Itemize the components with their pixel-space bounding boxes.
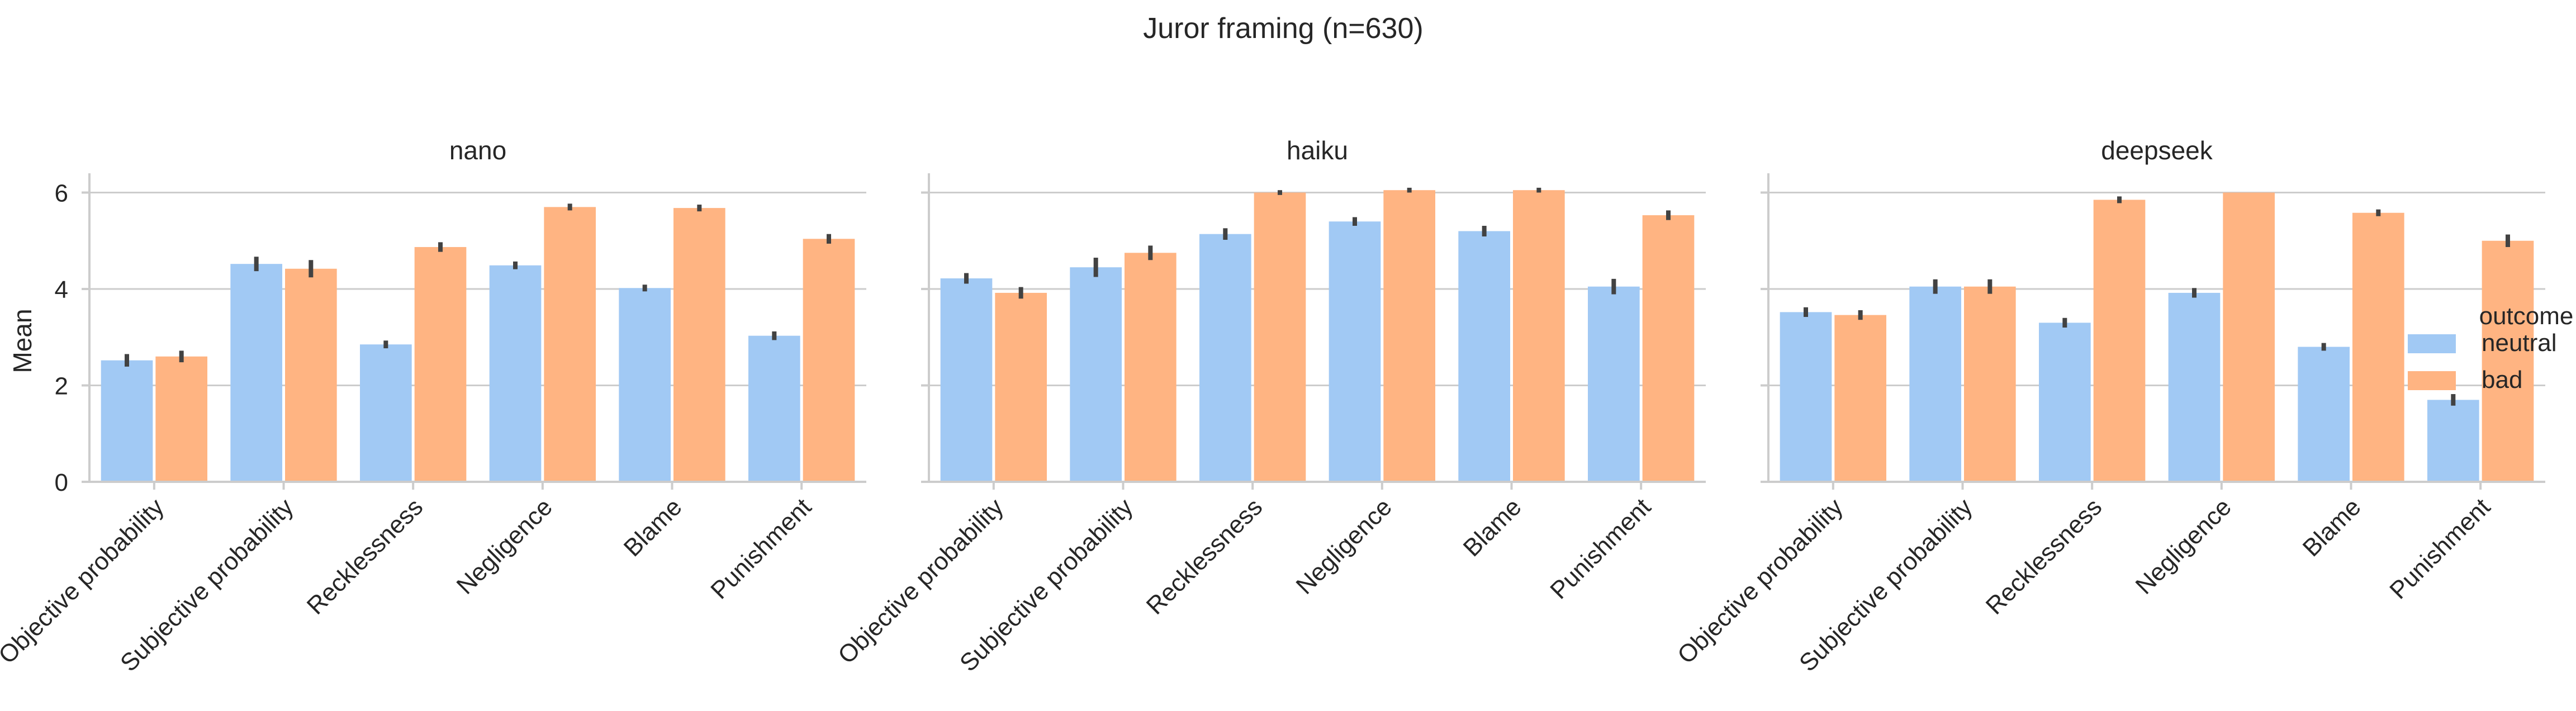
bar-bad — [1513, 190, 1565, 482]
bar-bad — [2093, 200, 2146, 482]
x-tick-label: Blame — [1458, 493, 1527, 562]
panel-title: nano — [449, 136, 506, 165]
panel-title: deepseek — [2101, 136, 2213, 165]
bar-neutral — [1780, 312, 1832, 482]
x-tick-label: Recklessness — [1141, 493, 1268, 620]
x-tick-label: Punishment — [1545, 493, 1656, 604]
bar-bad — [2482, 240, 2534, 482]
x-tick-label: Negligence — [2131, 493, 2237, 599]
bar-bad — [285, 268, 337, 482]
bar-bad — [1964, 286, 2016, 482]
x-tick-label: Recklessness — [302, 493, 429, 620]
bar-bad — [544, 207, 596, 482]
x-tick-label: Recklessness — [1981, 493, 2108, 620]
legend-entries: neutral bad — [2408, 329, 2557, 394]
bar-neutral — [2039, 323, 2091, 482]
bar-neutral — [1588, 286, 1640, 482]
bar-neutral — [2298, 347, 2350, 482]
x-tick-label: Blame — [2298, 493, 2366, 562]
y-tick-label: 0 — [55, 469, 68, 496]
bar-neutral — [1458, 231, 1510, 482]
bar-bad — [155, 356, 207, 482]
bar-bad — [673, 208, 725, 482]
bar-bad — [1834, 315, 1886, 482]
y-tick-label: 4 — [55, 276, 68, 304]
bar-neutral — [2168, 292, 2221, 482]
bar-neutral — [489, 265, 542, 482]
bar-bad — [414, 247, 467, 482]
x-tick-label: Punishment — [705, 493, 817, 604]
legend-title: outcome — [2479, 302, 2574, 330]
bar-neutral — [2427, 400, 2479, 482]
legend-label-neutral: neutral — [2482, 329, 2557, 357]
bar-bad — [1125, 253, 1176, 482]
bar-neutral — [1070, 267, 1122, 482]
legend-swatch-neutral — [2408, 334, 2456, 353]
x-tick-label: Negligence — [1291, 493, 1397, 599]
x-tick-label: Punishment — [2384, 493, 2496, 604]
bar-bad — [1383, 190, 1435, 482]
bar-neutral — [940, 278, 993, 482]
legend-label-bad: bad — [2482, 366, 2522, 394]
legend-swatch-bad — [2408, 371, 2456, 390]
bar-neutral — [1909, 286, 1961, 482]
bar-bad — [2223, 192, 2275, 482]
bar-neutral — [230, 264, 282, 482]
bar-neutral — [101, 360, 153, 482]
y-tick-label: 6 — [55, 180, 68, 207]
bar-neutral — [748, 335, 800, 482]
y-axis-label: Mean — [8, 309, 37, 373]
bar-neutral — [1329, 221, 1381, 482]
bar-bad — [995, 292, 1047, 482]
chart-title: Juror framing (n=630) — [1143, 12, 1423, 45]
bar-neutral — [1199, 234, 1251, 482]
bar-bad — [2352, 212, 2404, 482]
x-tick-label: Blame — [619, 493, 687, 562]
bar-neutral — [360, 344, 412, 482]
y-tick-label: 2 — [55, 373, 68, 400]
bar-neutral — [619, 288, 671, 482]
legend: outcome neutral bad — [2408, 302, 2573, 394]
bar-bad — [1254, 192, 1306, 482]
x-tick-label: Negligence — [452, 493, 558, 599]
panel-title: haiku — [1287, 136, 1348, 165]
bar-bad — [803, 239, 855, 482]
bar-bad — [1642, 215, 1695, 482]
